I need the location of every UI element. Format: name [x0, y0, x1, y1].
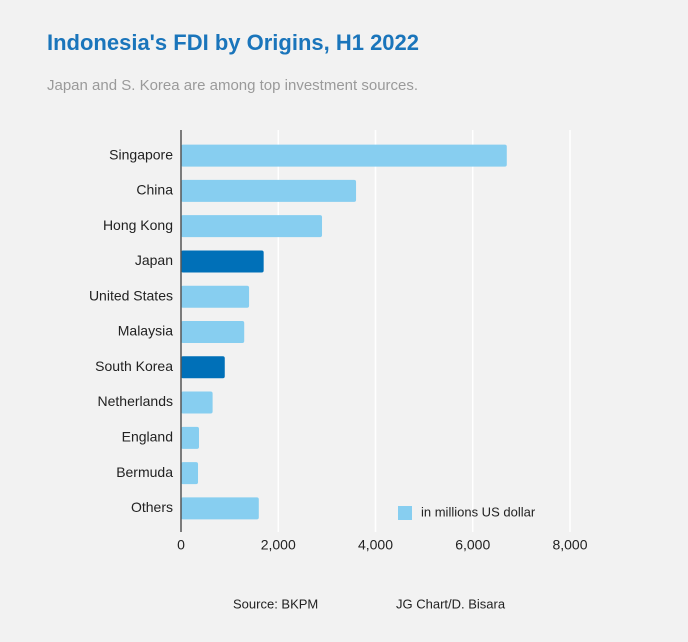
chart-subtitle: Japan and S. Korea are among top investm…	[47, 77, 418, 94]
x-tick-label: 4,000	[358, 537, 393, 553]
y-tick-label: China	[136, 182, 173, 198]
x-tick-label: 8,000	[552, 537, 587, 553]
x-tick-label: 6,000	[455, 537, 490, 553]
y-tick-label: Malaysia	[118, 323, 173, 339]
credit: JG Chart/D. Bisara	[396, 596, 506, 611]
bar	[181, 321, 245, 343]
bar	[181, 179, 357, 202]
bar	[181, 391, 213, 414]
bar	[181, 285, 250, 308]
x-tick-label: 2,000	[261, 537, 296, 553]
y-tick-label: Hong Kong	[103, 217, 173, 233]
bar	[181, 250, 264, 273]
y-tick-label: England	[122, 429, 173, 445]
y-tick-label: United States	[89, 287, 173, 303]
y-tick-label: Japan	[135, 252, 173, 268]
y-tick-label: Others	[131, 499, 173, 515]
bar	[181, 356, 225, 379]
bar	[181, 462, 199, 485]
y-tick-label: South Korea	[95, 358, 173, 374]
bar	[181, 215, 323, 238]
y-tick-label: Bermuda	[116, 464, 173, 480]
source: Source: BKPM	[233, 596, 318, 611]
x-tick-label: 0	[177, 537, 185, 553]
y-tick-label: Singapore	[109, 146, 173, 162]
bar	[181, 144, 507, 167]
y-tick-label: Netherlands	[98, 393, 174, 409]
legend-label: in millions US dollar	[421, 504, 536, 519]
legend-swatch	[398, 506, 412, 520]
bars	[181, 144, 507, 520]
bar	[181, 426, 199, 449]
chart-title: Indonesia's FDI by Origins, H1 2022	[47, 30, 419, 55]
bar	[181, 497, 259, 520]
